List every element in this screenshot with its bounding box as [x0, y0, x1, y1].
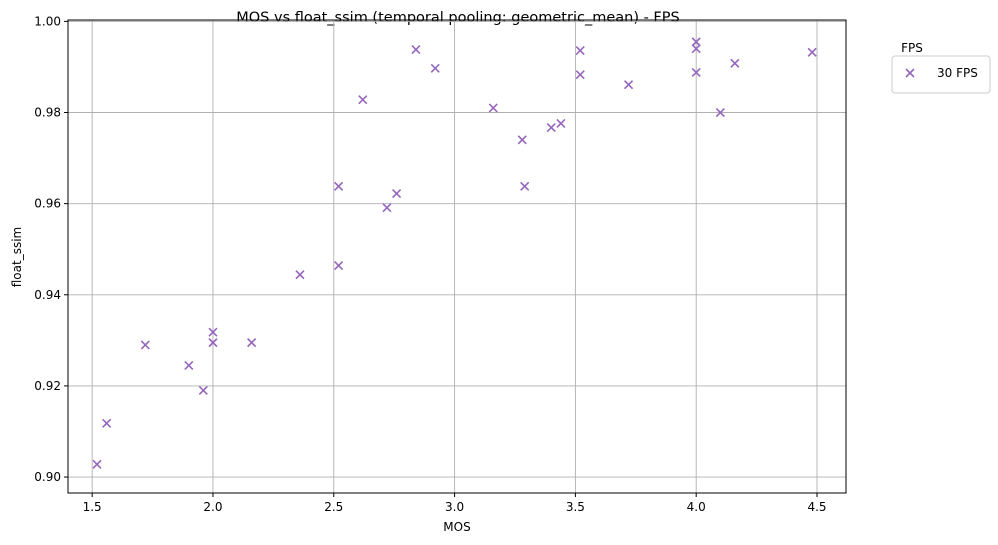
data-point: [295, 270, 305, 280]
x-tick-label: 2.0: [203, 500, 222, 514]
legend-label-30-fps: 30 FPS: [937, 66, 978, 80]
x-axis-label: MOS: [443, 520, 470, 534]
x-tick-label: 4.5: [807, 500, 826, 514]
data-point: [556, 118, 566, 129]
x-axis: 1.5 2.0 2.5 3.0 3.5 4.0 4.5: [83, 493, 827, 514]
y-axis: 0.90 0.92 0.94 0.96 0.98 1.00: [34, 14, 68, 484]
data-point: [807, 47, 817, 57]
x-tick-label: 3.5: [566, 500, 585, 514]
data-point: [392, 189, 402, 199]
data-point: [92, 459, 102, 469]
y-tick-label: 1.00: [34, 14, 61, 28]
y-tick-label: 0.96: [34, 197, 61, 211]
data-point: [520, 181, 530, 191]
y-tick-label: 0.90: [34, 470, 61, 484]
data-point: [691, 67, 701, 77]
y-tick-label: 0.98: [34, 106, 61, 120]
data-point: [575, 70, 585, 80]
data-point: [715, 107, 725, 118]
data-point: [430, 63, 440, 73]
data-point: [411, 45, 421, 55]
legend-box: [891, 55, 991, 94]
data-point: [488, 103, 498, 113]
data-point: [382, 203, 392, 213]
y-tick-label: 0.94: [34, 288, 61, 302]
data-point: [623, 80, 634, 90]
x-tick-label: 3.0: [445, 500, 464, 514]
data-point: [517, 135, 527, 145]
y-axis-label: float_ssim: [10, 227, 24, 288]
y-tick-label: 0.92: [34, 379, 61, 393]
data-point: [198, 385, 208, 396]
data-point: [334, 181, 344, 191]
plot-frame: [67, 19, 847, 494]
data-point: [184, 360, 194, 370]
chart-title: MOS vs float_ssim (temporal pooling: geo…: [236, 10, 679, 26]
legend: FPS 30 FPS: [891, 41, 991, 94]
data-point: [208, 327, 218, 337]
data-point: [358, 95, 368, 105]
data-point: [546, 122, 556, 133]
data-point: [691, 37, 701, 47]
data-point: [140, 340, 150, 350]
grid: [68, 20, 846, 493]
data-point: [208, 338, 218, 348]
data-point: [102, 418, 112, 428]
data-points: [92, 37, 817, 469]
x-tick-label: 2.5: [324, 500, 343, 514]
legend-marker-icon: [905, 68, 915, 78]
legend-marker-30-fps: [905, 68, 915, 78]
data-point: [247, 338, 257, 348]
data-point: [730, 58, 740, 68]
x-tick-label: 4.0: [687, 500, 706, 514]
data-point: [691, 44, 701, 54]
data-point: [575, 45, 585, 56]
x-tick-label: 1.5: [83, 500, 102, 514]
data-point: [334, 261, 344, 271]
legend-title: FPS: [901, 41, 923, 55]
